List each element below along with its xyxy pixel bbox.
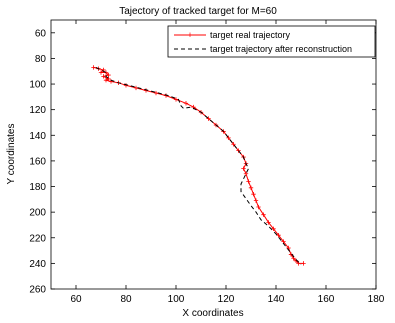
- legend-plus-marker: +: [187, 30, 192, 40]
- data-point-marker: [106, 76, 111, 82]
- data-point-marker: [236, 148, 241, 153]
- y-tick-label: 60: [35, 28, 47, 39]
- y-tick-label: 160: [29, 156, 46, 167]
- data-point-marker: [243, 171, 249, 176]
- data-point-marker: [103, 70, 109, 75]
- x-tick-label: 140: [268, 294, 285, 305]
- chart-title: Tajectory of tracked target for M=60: [119, 6, 277, 17]
- y-tick-label: 260: [29, 285, 46, 296]
- data-point-marker: [301, 261, 306, 266]
- x-tick-label: 100: [168, 294, 185, 305]
- plot-area: [91, 65, 306, 266]
- axes-frame: [50, 19, 377, 290]
- data-point-marker: [98, 70, 104, 75]
- x-tick-label: 60: [70, 294, 82, 305]
- data-point-marker: [103, 78, 109, 83]
- y-tick-label: 140: [29, 131, 46, 142]
- y-tick-label: 100: [29, 80, 46, 91]
- data-point-marker: [153, 90, 159, 96]
- data-point-marker: [106, 72, 111, 78]
- y-axis-label: Y coordinates: [6, 124, 17, 185]
- x-tick-label: 120: [218, 294, 235, 305]
- data-point-marker: [253, 198, 259, 203]
- data-point-marker: [101, 74, 106, 79]
- y-tick-label: 240: [29, 259, 46, 270]
- data-point-marker: [248, 185, 254, 191]
- data-point-marker: [246, 179, 251, 184]
- data-point-marker: [231, 142, 236, 147]
- data-point-marker: [251, 192, 256, 197]
- y-tick-label: 120: [29, 105, 46, 116]
- data-point-marker: [266, 220, 271, 225]
- data-point-marker: [276, 233, 281, 238]
- legend: + target real trajectory target trajecto…: [167, 25, 376, 58]
- legend-label-reconstructed: target trajectory after reconstruction: [210, 44, 352, 54]
- data-point-marker: [183, 101, 189, 106]
- data-point-marker: [133, 85, 139, 91]
- data-point-marker: [173, 97, 179, 102]
- data-point-marker: [241, 166, 246, 171]
- data-point-marker: [256, 204, 261, 210]
- y-tick-label: 180: [29, 182, 46, 193]
- y-tick-label: 220: [29, 233, 46, 244]
- data-point-marker: [261, 212, 266, 217]
- series-line-reconstructed: [95, 66, 302, 266]
- x-tick-label: 160: [318, 294, 335, 305]
- x-tick-label: 180: [368, 294, 385, 305]
- y-tick-label: 80: [35, 54, 47, 65]
- legend-box: [167, 25, 376, 58]
- data-point-marker: [206, 116, 211, 121]
- data-point-marker: [271, 226, 276, 231]
- x-tick-label: 80: [120, 294, 132, 305]
- data-point-marker: [226, 135, 231, 141]
- axis-ticks: 60 80 100 120 140 160 180 60 80 100 120 140 160 180 20…: [29, 20, 385, 305]
- legend-label-real: target real trajectory: [210, 30, 291, 40]
- data-point-marker: [91, 65, 96, 70]
- y-tick-label: 200: [29, 208, 46, 219]
- x-axis-label: X coordinates: [182, 308, 243, 319]
